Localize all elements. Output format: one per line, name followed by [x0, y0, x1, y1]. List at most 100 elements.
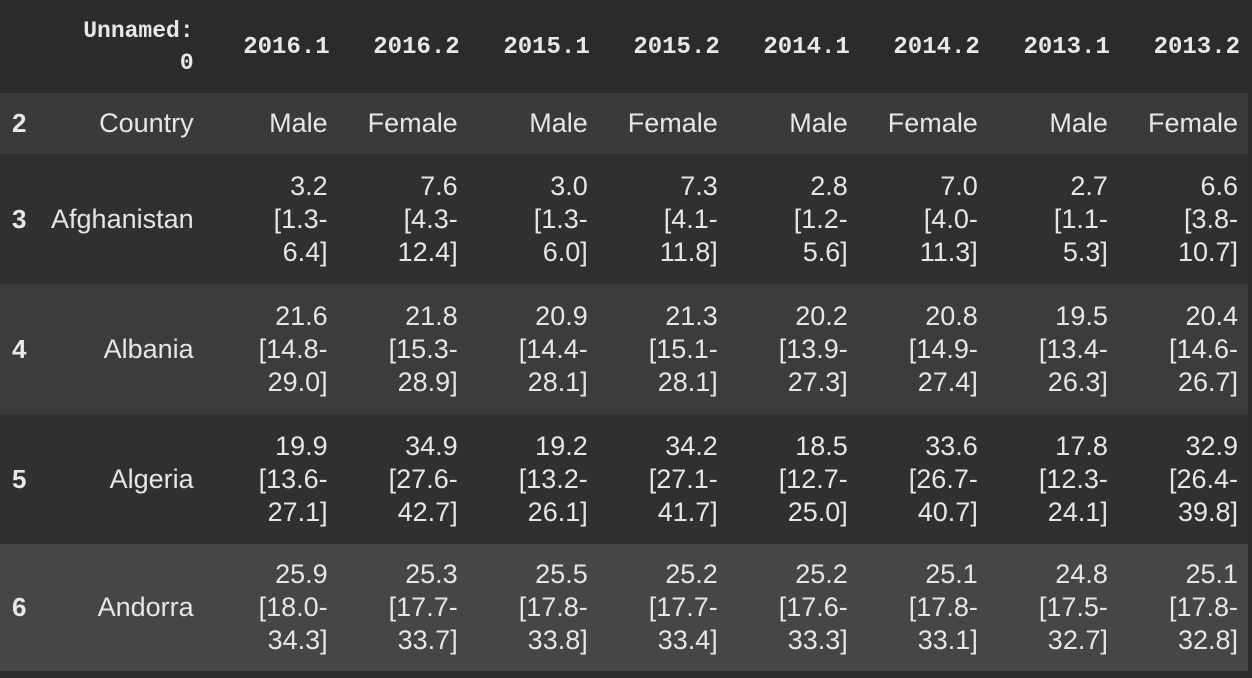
- table-cell: Male: [529, 108, 588, 138]
- table-cell: 24.8 [17.5- 32.7]: [988, 544, 1118, 671]
- cell-line: [27.6-: [388, 463, 458, 494]
- cell-line: 26.1]: [527, 496, 588, 527]
- table-cell: 2.8 [1.2- 5.6]: [728, 154, 858, 284]
- cell-line: 25.2: [665, 559, 718, 589]
- table-cell: 17.8 [12.3- 24.1]: [988, 414, 1118, 544]
- table-cell: 6.6 [3.8- 10.7]: [1118, 154, 1248, 284]
- cell-line: [15.1-: [648, 333, 718, 364]
- cell-line: [4.3-: [403, 203, 458, 234]
- cell-line: 5.6]: [802, 236, 848, 267]
- cell-line: [15.3-: [388, 333, 458, 364]
- cell-line: 7.0: [940, 170, 978, 201]
- cell-line: [26.4-: [1168, 463, 1238, 494]
- table-cell: 25.1 [17.8- 32.8]: [1118, 544, 1248, 671]
- table-cell: 20.2 [13.9- 27.3]: [728, 284, 858, 414]
- cell-line: [12.3-: [1038, 463, 1108, 494]
- row-index: 3: [12, 203, 27, 234]
- cell-line: 10.7]: [1177, 236, 1238, 267]
- table-cell: 21.8 [15.3- 28.9]: [338, 284, 468, 414]
- table-cell: 2.7 [1.1- 5.3]: [988, 154, 1118, 284]
- table-cell: 19.2 [13.2- 26.1]: [468, 414, 598, 544]
- cell-line: 2.7: [1070, 170, 1108, 201]
- cell-line: 21.6: [275, 300, 328, 331]
- table-cell: 3.2 [1.3- 6.4]: [208, 154, 338, 284]
- row-label: Country: [99, 108, 194, 138]
- column-header: 2014.1: [763, 33, 850, 61]
- row-label: Andorra: [97, 592, 194, 622]
- table-row: 2 Country Male Female Male Female Male F…: [0, 93, 1248, 154]
- cell-line: [1.3-: [273, 203, 328, 234]
- label-header-line2: 0: [179, 49, 194, 76]
- table-cell: 20.4 [14.6- 26.7]: [1118, 284, 1248, 414]
- cell-line: 26.3]: [1047, 366, 1108, 397]
- cell-line: 41.7]: [657, 496, 718, 527]
- cell-line: [1.1-: [1053, 203, 1108, 234]
- cell-line: 11.3]: [919, 236, 978, 267]
- label-header-line1: Unnamed:: [83, 17, 194, 44]
- cell-line: [1.2-: [793, 203, 848, 234]
- header-row: Unnamed: 0 2016.1 2016.2 2015.1 2015.2 2…: [0, 0, 1248, 93]
- cell-line: 25.0]: [787, 496, 848, 527]
- cell-line: 32.7]: [1047, 625, 1108, 655]
- cell-line: [4.0-: [923, 203, 978, 234]
- table-header: Unnamed: 0 2016.1 2016.2 2015.1 2015.2 2…: [0, 0, 1248, 93]
- cell-line: 21.3: [665, 300, 718, 331]
- table-cell: 34.9 [27.6- 42.7]: [338, 414, 468, 544]
- cell-line: [14.9-: [908, 333, 978, 364]
- table-cell: Male: [1049, 108, 1108, 138]
- cell-line: [26.7-: [908, 463, 978, 494]
- cell-line: 19.2: [535, 430, 588, 461]
- table-cell: 25.5 [17.8- 33.8]: [468, 544, 598, 671]
- index-header: [0, 0, 44, 93]
- column-header: 2013.1: [1023, 33, 1110, 61]
- cell-line: 26.7]: [1177, 366, 1238, 397]
- table-row: 4 Albania 21.6 [14.8- 29.0] 21.8 [15.3- 28.9] 20…: [0, 284, 1248, 414]
- cell-line: 33.3]: [787, 625, 848, 655]
- cell-line: 34.2: [665, 430, 718, 461]
- cell-line: 3.0: [550, 170, 588, 201]
- cell-line: 40.7]: [917, 496, 978, 527]
- table-cell: 33.6 [26.7- 40.7]: [858, 414, 988, 544]
- cell-line: 21.8: [405, 300, 458, 331]
- cell-line: [17.8-: [1168, 592, 1238, 622]
- cell-line: 5.3]: [1062, 236, 1108, 267]
- bottom-edge: [0, 671, 1252, 675]
- cell-line: [17.5-: [1038, 592, 1108, 622]
- cell-line: 28.1]: [527, 366, 588, 397]
- cell-line: 6.6: [1200, 170, 1238, 201]
- table-cell: Female: [1147, 108, 1238, 138]
- cell-line: 20.9: [535, 300, 588, 331]
- cell-line: 27.4]: [917, 366, 978, 397]
- cell-line: [13.4-: [1038, 333, 1108, 364]
- table-cell: 20.8 [14.9- 27.4]: [858, 284, 988, 414]
- cell-line: [13.6-: [258, 463, 328, 494]
- table-cell: 25.9 [18.0- 34.3]: [208, 544, 338, 671]
- cell-line: 24.8: [1055, 559, 1108, 589]
- cell-line: [12.7-: [778, 463, 848, 494]
- cell-line: 25.2: [795, 559, 848, 589]
- cell-line: 11.8]: [659, 236, 718, 267]
- table-cell: 21.3 [15.1- 28.1]: [598, 284, 728, 414]
- cell-line: [4.1-: [663, 203, 718, 234]
- cell-line: 24.1]: [1047, 496, 1108, 527]
- cell-line: [3.8-: [1183, 203, 1238, 234]
- cell-line: 6.0]: [542, 236, 588, 267]
- cell-line: 25.1: [1185, 559, 1238, 589]
- table-cell: 25.2 [17.7- 33.4]: [598, 544, 728, 671]
- cell-line: 27.1]: [267, 496, 328, 527]
- cell-line: 33.8]: [527, 625, 588, 655]
- cell-line: 32.8]: [1177, 625, 1238, 655]
- table-cell: 21.6 [14.8- 29.0]: [208, 284, 338, 414]
- table-cell: Female: [887, 108, 978, 138]
- table-cell: 3.0 [1.3- 6.0]: [468, 154, 598, 284]
- table-cell: 7.3 [4.1- 11.8]: [598, 154, 728, 284]
- cell-line: 39.8]: [1177, 496, 1238, 527]
- cell-line: [17.7-: [648, 592, 718, 622]
- row-index: 6: [12, 592, 27, 622]
- row-label: Albania: [103, 333, 194, 364]
- cell-line: [17.8-: [908, 592, 978, 622]
- cell-line: 3.2: [290, 170, 328, 201]
- table-cell: Male: [789, 108, 848, 138]
- table-row: 6 Andorra 25.9 [18.0- 34.3] 25.3 [17.7- 33.7] 25…: [0, 544, 1248, 671]
